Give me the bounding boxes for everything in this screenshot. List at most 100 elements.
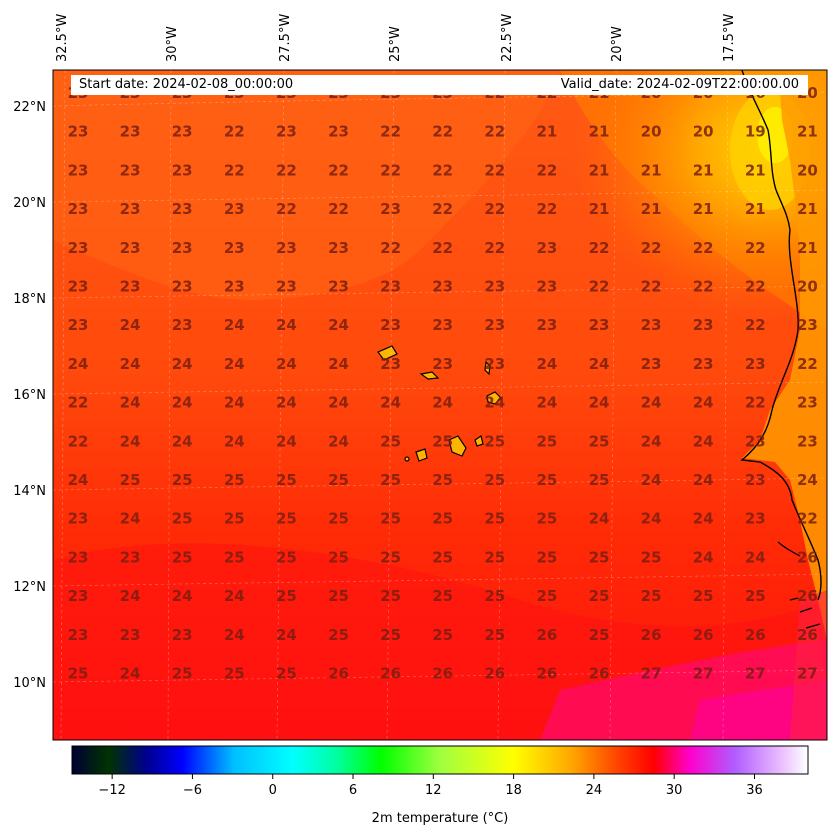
grid-value: 24 — [172, 432, 193, 450]
grid-value: 26 — [432, 665, 453, 683]
grid-value: 23 — [745, 510, 766, 528]
grid-value: 23 — [172, 161, 193, 179]
latitude-label: 10°N — [13, 676, 46, 691]
grid-value: 23 — [693, 316, 714, 334]
grid-value: 23 — [224, 239, 245, 257]
grid-value: 22 — [745, 316, 766, 334]
grid-value: 21 — [536, 123, 557, 141]
grid-value: 25 — [589, 587, 610, 605]
grid-value: 25 — [484, 432, 505, 450]
grid-value: 25 — [380, 626, 401, 644]
grid-value: 22 — [484, 123, 505, 141]
grid-value: 21 — [693, 161, 714, 179]
grid-value: 23 — [380, 278, 401, 296]
grid-value: 24 — [224, 626, 245, 644]
grid-value: 23 — [745, 355, 766, 373]
grid-value: 26 — [693, 626, 714, 644]
grid-value: 23 — [172, 626, 193, 644]
grid-value: 25 — [120, 471, 141, 489]
grid-value: 24 — [224, 432, 245, 450]
grid-value: 24 — [536, 394, 557, 412]
grid-value: 22 — [432, 161, 453, 179]
grid-value: 23 — [68, 278, 89, 296]
grid-value: 26 — [328, 665, 349, 683]
grid-value: 25 — [484, 587, 505, 605]
grid-value: 25 — [693, 587, 714, 605]
grid-value: 22 — [224, 123, 245, 141]
grid-value: 26 — [589, 665, 610, 683]
grid-value: 24 — [172, 355, 193, 373]
latitude-label: 20°N — [13, 196, 46, 211]
grid-value: 27 — [641, 665, 662, 683]
grid-value: 23 — [484, 316, 505, 334]
grid-value: 23 — [693, 355, 714, 373]
grid-value: 23 — [484, 278, 505, 296]
colorbar: −12 −6 0 6 12 18 24 30 36 2m temperature (°C) — [71, 745, 809, 826]
grid-value: 25 — [641, 548, 662, 566]
grid-value: 24 — [224, 316, 245, 334]
grid-value: 26 — [380, 665, 401, 683]
grid-value: 23 — [68, 587, 89, 605]
grid-value: 25 — [172, 548, 193, 566]
grid-value: 22 — [745, 239, 766, 257]
grid-value: 24 — [224, 587, 245, 605]
grid-value: 22 — [484, 239, 505, 257]
grid-value: 24 — [120, 587, 141, 605]
grid-value: 25 — [536, 471, 557, 489]
grid-value: 25 — [484, 626, 505, 644]
grid-value: 22 — [68, 432, 89, 450]
colorbar-tick-label: 30 — [666, 783, 683, 798]
grid-value: 27 — [745, 665, 766, 683]
grid-value: 24 — [589, 394, 610, 412]
grid-value: 25 — [536, 510, 557, 528]
grid-value: 23 — [172, 239, 193, 257]
grid-value: 24 — [172, 394, 193, 412]
grid-value: 24 — [68, 355, 89, 373]
grid-value: 22 — [380, 161, 401, 179]
grid-value: 22 — [380, 123, 401, 141]
grid-value: 23 — [172, 316, 193, 334]
grid-value: 26 — [797, 587, 818, 605]
grid-value: 25 — [224, 510, 245, 528]
grid-value: 26 — [484, 665, 505, 683]
colorbar-tick-label: −12 — [98, 783, 125, 798]
grid-value: 24 — [641, 432, 662, 450]
grid-value: 25 — [484, 471, 505, 489]
colorbar-label: 2m temperature (°C) — [372, 811, 509, 826]
grid-value: 25 — [172, 471, 193, 489]
grid-value: 23 — [120, 161, 141, 179]
grid-value: 25 — [432, 510, 453, 528]
grid-value: 22 — [745, 394, 766, 412]
grid-value: 22 — [276, 161, 297, 179]
grid-value: 24 — [224, 394, 245, 412]
grid-value: 21 — [797, 200, 818, 218]
grid-value: 25 — [328, 510, 349, 528]
grid-value: 20 — [797, 161, 818, 179]
grid-value: 25 — [276, 587, 297, 605]
temperature-field: 2323232323232323222221202016202323232223… — [53, 70, 827, 740]
grid-value: 21 — [589, 123, 610, 141]
longitude-label: 22.5°W — [500, 14, 515, 62]
grid-value: 23 — [432, 316, 453, 334]
grid-value: 21 — [745, 200, 766, 218]
colorbar-ticks: −12 −6 0 6 12 18 24 30 36 — [98, 774, 763, 798]
grid-value: 20 — [641, 123, 662, 141]
grid-value: 24 — [120, 510, 141, 528]
latitude-label: 14°N — [13, 484, 46, 499]
grid-value: 24 — [589, 355, 610, 373]
grid-value: 27 — [693, 665, 714, 683]
grid-value: 26 — [536, 665, 557, 683]
grid-value: 24 — [120, 355, 141, 373]
colorbar-tick-label: −6 — [183, 783, 202, 798]
grid-value: 22 — [380, 239, 401, 257]
grid-value: 25 — [224, 665, 245, 683]
grid-value: 24 — [484, 394, 505, 412]
grid-value: 24 — [120, 432, 141, 450]
grid-value: 24 — [693, 471, 714, 489]
grid-value: 24 — [120, 394, 141, 412]
grid-value: 25 — [68, 665, 89, 683]
grid-value: 23 — [536, 239, 557, 257]
grid-value: 25 — [172, 510, 193, 528]
grid-value: 25 — [536, 587, 557, 605]
